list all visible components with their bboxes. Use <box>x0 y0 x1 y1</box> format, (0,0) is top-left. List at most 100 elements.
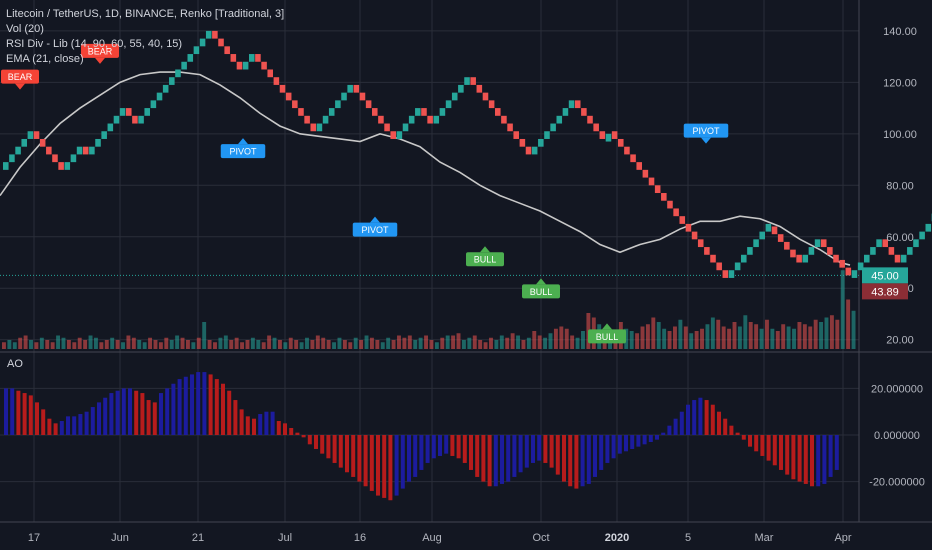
volume-bar <box>629 331 634 349</box>
ao-bar <box>177 379 182 435</box>
ao-bar <box>617 435 622 454</box>
volume-bar <box>640 326 645 349</box>
volume-bar <box>662 328 667 349</box>
ao-pane-title[interactable]: AO <box>7 358 23 370</box>
renko-brick-up <box>138 115 144 124</box>
renko-brick-up <box>70 154 77 163</box>
renko-brick-down <box>716 262 722 271</box>
volume-bar <box>694 331 699 349</box>
ao-bar <box>72 416 77 435</box>
ema-line <box>0 71 851 266</box>
volume-bar <box>261 342 266 349</box>
volume-bar <box>705 324 710 349</box>
renko-brick-down <box>636 162 642 170</box>
renko-brick-down <box>39 138 46 147</box>
volume-bar <box>375 340 380 349</box>
renko-brick-up <box>562 108 569 116</box>
volume-bar <box>721 326 726 349</box>
ao-bar <box>748 435 752 447</box>
label-text: PIVOT <box>361 225 389 235</box>
renko-brick-up <box>913 239 919 248</box>
volume-bar <box>781 324 786 349</box>
axis-layer: 20.0040.0060.0080.00100.00120.00140.0045… <box>28 26 925 544</box>
volume-bar <box>840 270 845 349</box>
ao-bar <box>10 388 15 435</box>
ao-bar <box>320 435 325 454</box>
volume-bar <box>472 335 477 349</box>
renko-brick-down <box>255 54 261 62</box>
renko-brick-up <box>864 254 870 263</box>
volume-bar <box>229 340 234 349</box>
ao-bar <box>760 435 765 456</box>
volume-bar <box>754 324 759 349</box>
renko-brick-up <box>3 162 9 170</box>
time-axis-label: Jul <box>278 532 292 544</box>
volume-bar <box>829 315 834 349</box>
volume-bar <box>424 335 428 349</box>
volume-bar <box>326 340 331 349</box>
label-arrow <box>480 246 490 253</box>
volume-bar <box>39 337 44 349</box>
volume-bar <box>305 337 309 349</box>
volume-bar <box>397 335 401 349</box>
volume-bar <box>391 340 396 349</box>
volume-bar <box>645 324 650 349</box>
volume-bar <box>337 337 342 349</box>
time-axis-label: 16 <box>354 532 366 544</box>
ao-bar <box>159 393 163 435</box>
renko-brick-down <box>519 138 526 147</box>
volume-layer <box>2 270 856 349</box>
indicator-rsi-div[interactable]: RSI Div - Lib (14, 90, 60, 55, 40, 15) <box>6 38 183 50</box>
time-axis-label: Oct <box>532 532 549 544</box>
chart-title[interactable]: Litecoin / TetherUS, 1D, BINANCE, Renko … <box>6 8 285 20</box>
volume-bar <box>673 326 677 349</box>
renko-brick-down <box>888 247 895 255</box>
volume-bar <box>440 337 445 349</box>
ao-bar <box>586 435 591 484</box>
time-axis-label: 17 <box>28 532 40 544</box>
indicator-ema[interactable]: EMA (21, close) <box>6 53 84 65</box>
volume-bar <box>50 342 55 349</box>
ao-bar <box>444 435 449 454</box>
ao-bar <box>568 435 573 487</box>
ao-bar <box>630 435 635 449</box>
renko-brick-down <box>882 239 888 248</box>
renko-brick-down <box>390 131 396 139</box>
ao-bar <box>605 435 610 463</box>
indicator-volume[interactable]: Vol (20) <box>6 23 44 35</box>
volume-bar <box>12 342 17 349</box>
volume-bar <box>104 340 109 349</box>
signal-label-bull: BULL <box>522 278 560 299</box>
ao-bar <box>109 393 114 435</box>
renko-brick-up <box>335 100 341 109</box>
volume-bar <box>169 340 174 349</box>
ao-bar <box>717 411 721 435</box>
ao-bar <box>394 435 399 496</box>
signal-label-bull: BULL <box>466 246 504 267</box>
volume-bar <box>18 337 23 349</box>
renko-brick-down <box>827 247 833 255</box>
volume-bar <box>61 337 66 349</box>
volume-bar <box>218 337 223 349</box>
ao-bar <box>661 432 666 435</box>
volume-bar <box>386 337 391 349</box>
renko-brick-down <box>421 108 427 116</box>
ao-axis-label: 20.000000 <box>871 383 923 395</box>
renko-brick-up <box>402 123 409 132</box>
renko-brick-down <box>310 123 317 132</box>
renko-brick-down <box>820 239 827 248</box>
ao-bar <box>376 435 380 496</box>
volume-bar <box>813 319 818 349</box>
renko-brick-down <box>273 77 280 85</box>
volume-bar <box>234 337 239 349</box>
ao-bar <box>580 435 585 487</box>
renko-brick-down <box>482 92 489 101</box>
ao-bar <box>41 409 46 435</box>
renko-brick-down <box>679 216 686 224</box>
renko-brick-down <box>581 108 587 116</box>
renko-brick-up <box>544 131 550 139</box>
label-text: PIVOT <box>229 147 257 157</box>
label-box <box>522 284 560 299</box>
renko-brick-down <box>230 54 237 62</box>
ao-bar <box>803 435 808 484</box>
